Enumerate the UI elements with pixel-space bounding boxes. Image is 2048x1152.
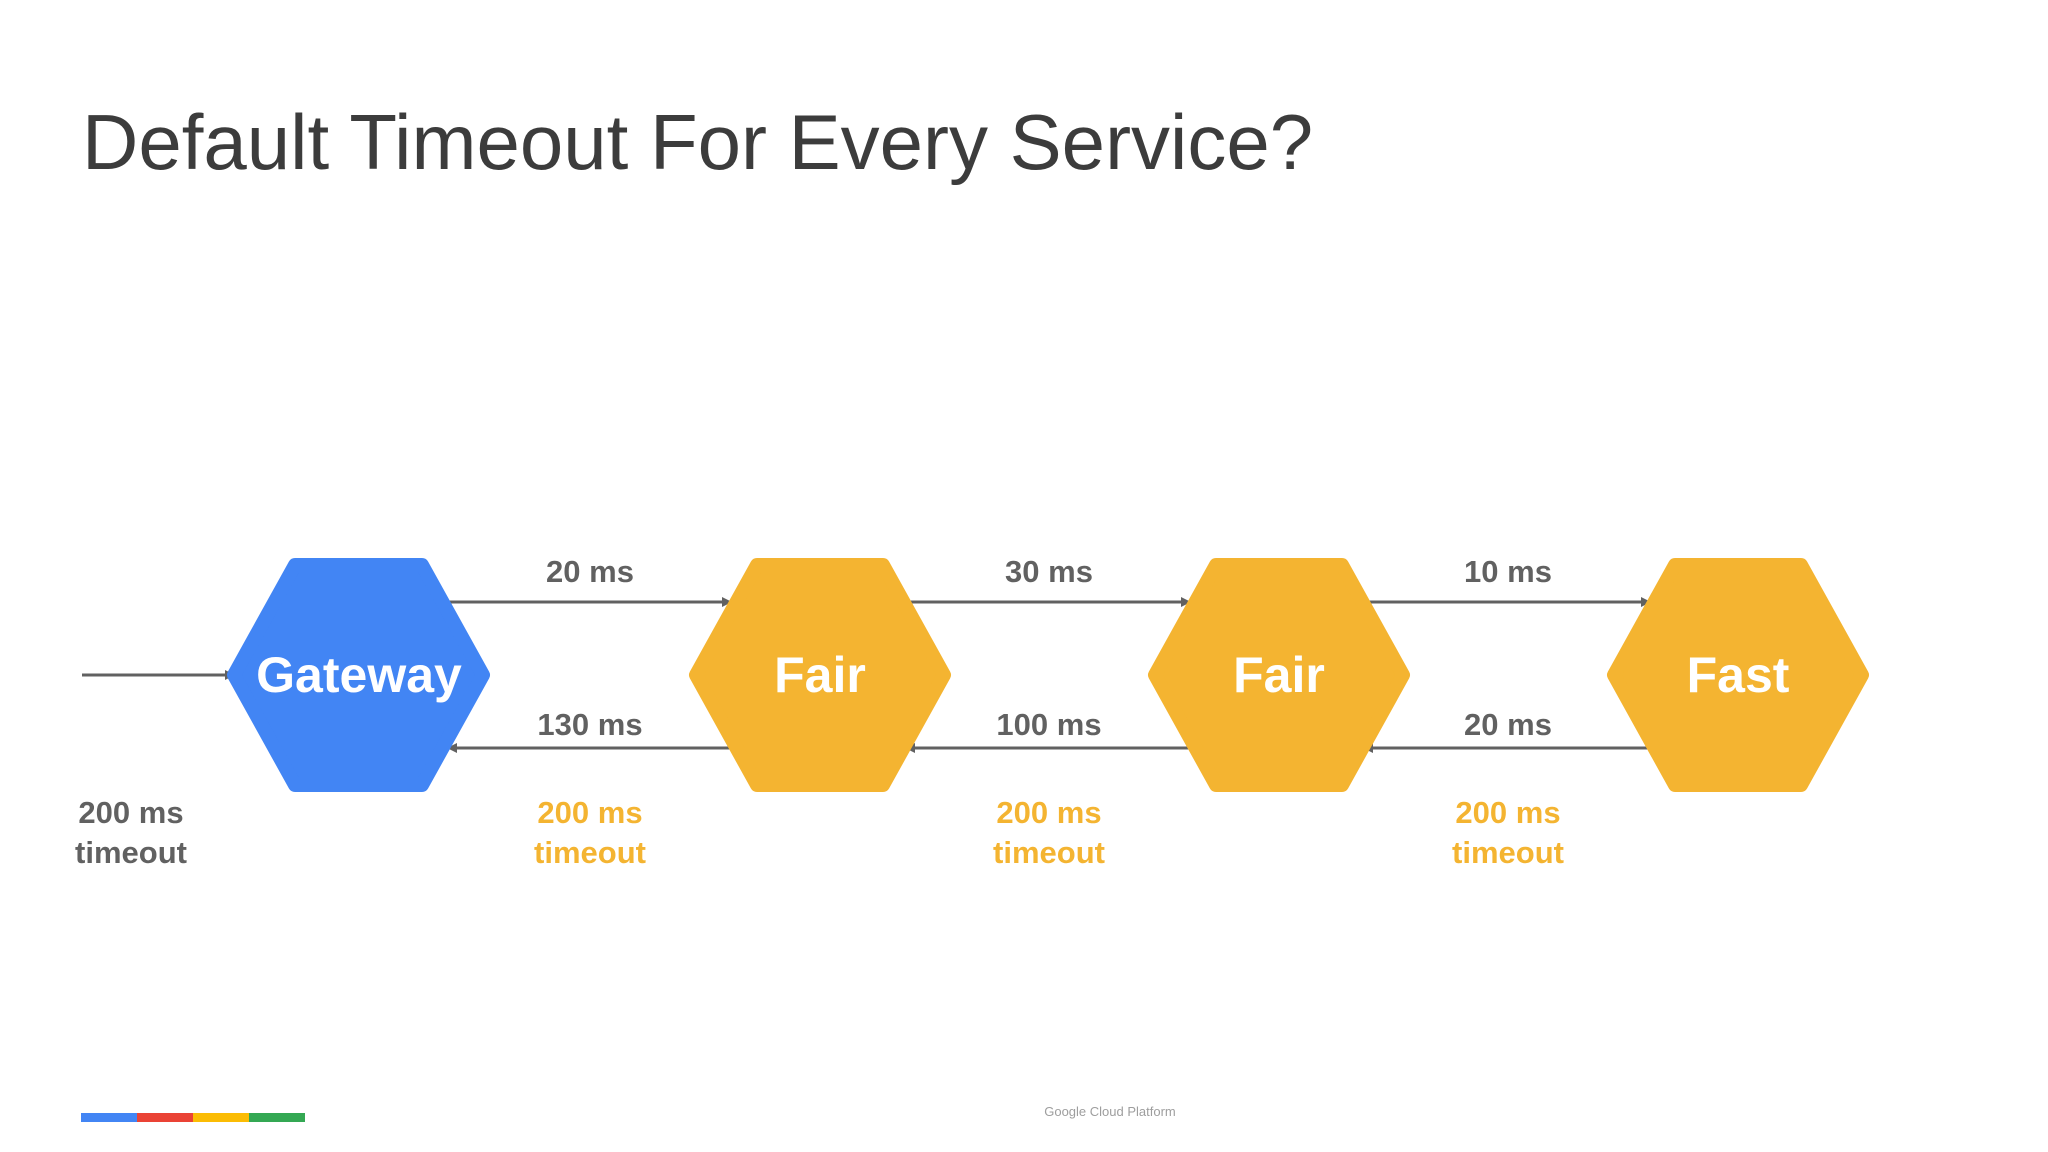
node-label-fair-1: Fair — [774, 647, 866, 703]
fast-hexagon-shape — [1607, 558, 1869, 792]
node-label-fast: Fast — [1687, 647, 1790, 703]
node-fair-2: Fair — [1148, 558, 1410, 792]
response-latency-label-2: 100 ms — [996, 707, 1101, 742]
node-label-gateway: Gateway — [256, 647, 462, 703]
timeout-value-fair-2: 200 ms — [996, 795, 1101, 830]
gateway-hexagon-shape — [227, 558, 490, 792]
node-label-fair-2: Fair — [1233, 647, 1325, 703]
timeout-unit-gateway: timeout — [75, 835, 187, 870]
node-gateway: Gateway — [227, 558, 490, 792]
slide-title: Default Timeout For Every Service? — [82, 98, 1314, 186]
timeout-unit-fair-2: timeout — [993, 835, 1105, 870]
response-latency-label-3: 20 ms — [1464, 707, 1552, 742]
brand-bar-red — [137, 1113, 193, 1122]
timeout-note-gateway: 200 ms timeout — [75, 795, 187, 870]
node-fair-1: Fair — [689, 558, 951, 792]
response-latency-label-1: 130 ms — [537, 707, 642, 742]
timeout-value-gateway: 200 ms — [78, 795, 183, 830]
timeout-value-fair-1: 200 ms — [537, 795, 642, 830]
timeout-unit-fast: timeout — [1452, 835, 1564, 870]
request-latency-label-2: 30 ms — [1005, 554, 1093, 589]
timeout-note-fair-2: 200 ms timeout — [993, 795, 1105, 870]
node-fast: Fast — [1607, 558, 1869, 792]
brand-bar-blue — [81, 1113, 137, 1122]
brand-bar-green — [249, 1113, 305, 1122]
timeout-note-fair-1: 200 ms timeout — [534, 795, 646, 870]
brand-bar-yellow — [193, 1113, 249, 1122]
fair-2-hexagon-shape — [1148, 558, 1410, 792]
request-latency-label-3: 10 ms — [1464, 554, 1552, 589]
timeout-unit-fair-1: timeout — [534, 835, 646, 870]
timeout-value-fast: 200 ms — [1455, 795, 1560, 830]
timeout-note-fast: 200 ms timeout — [1452, 795, 1564, 870]
brand-color-bar — [81, 1113, 305, 1122]
fair-1-hexagon-shape — [689, 558, 951, 792]
request-latency-label-1: 20 ms — [546, 554, 634, 589]
footer-platform-label: Google Cloud Platform — [1044, 1104, 1176, 1119]
